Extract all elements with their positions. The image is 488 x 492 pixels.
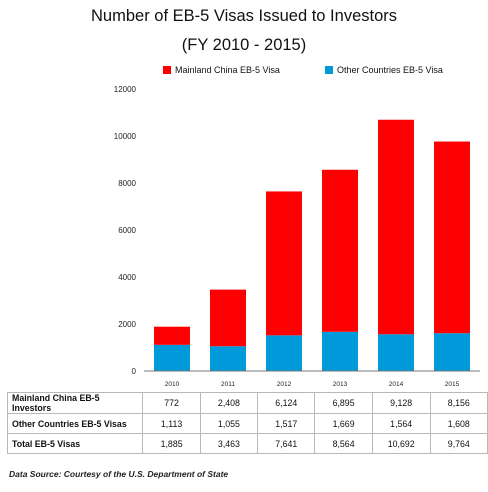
- bar-chart: 0 2000 4000 6000 8000 10000 12000 2010 2011 2012 2…: [114, 85, 480, 388]
- bar-mainland-china: [154, 326, 190, 345]
- bar-other-countries: [434, 333, 470, 371]
- table-cell: 2,408: [199, 392, 259, 414]
- x-tick-label: 2011: [221, 381, 235, 388]
- y-tick-label: 2000: [118, 320, 136, 329]
- legend-swatch-china: [163, 66, 171, 74]
- data-table: Mainland China EB-5 Investors 772 2,408 6,1…: [6, 392, 488, 454]
- table-cell: 9,128: [371, 392, 431, 414]
- y-tick-label: 4000: [118, 273, 136, 282]
- chart-title: Number of EB-5 Visas Issued to Investors: [91, 7, 397, 25]
- x-tick-label: 2014: [389, 381, 404, 388]
- y-tick-label: 0: [132, 367, 137, 376]
- table-cell: 9,764: [429, 433, 488, 454]
- y-tick-label: 8000: [118, 179, 136, 188]
- table-row-label: Other Countries EB-5 Visas: [6, 413, 144, 434]
- table-cell: 3,463: [199, 433, 259, 454]
- table-cell: 1,113: [142, 413, 201, 434]
- bar-mainland-china: [266, 191, 302, 336]
- legend-swatch-other: [325, 66, 333, 74]
- legend-label-china: Mainland China EB-5 Visa: [175, 65, 280, 75]
- bar-mainland-china: [322, 169, 358, 332]
- table-cell: 6,124: [257, 392, 316, 414]
- table-row: Total EB-5 Visas 1,885 3,463 7,641 8,564 10,6…: [6, 433, 488, 454]
- y-tick-label: 12000: [114, 85, 137, 94]
- table-row-label: Mainland China EB-5 Investors: [6, 392, 144, 414]
- bar-mainland-china: [210, 289, 246, 347]
- table-cell: 8,564: [314, 433, 373, 454]
- bar-mainland-china: [434, 141, 470, 334]
- x-tick-label: 2013: [333, 381, 348, 388]
- table-cell: 1,608: [429, 413, 488, 434]
- table-cell: 6,895: [314, 392, 373, 414]
- y-tick-label: 6000: [118, 226, 136, 235]
- table-cell: 1,669: [314, 413, 373, 434]
- table-cell: 772: [142, 392, 201, 414]
- table-row-label: Total EB-5 Visas: [6, 433, 144, 454]
- bar-other-countries: [154, 344, 190, 371]
- x-tick-label: 2012: [277, 381, 292, 388]
- legend-label-other: Other Countries EB-5 Visa: [337, 65, 443, 75]
- chart-subtitle: (FY 2010 - 2015): [181, 36, 307, 54]
- bar-other-countries: [378, 334, 414, 371]
- data-source-note: Data Source: Courtesy of the U.S. Depart…: [9, 469, 229, 479]
- bar-other-countries: [266, 335, 302, 371]
- table-cell: 10,692: [371, 433, 431, 454]
- table-cell: 1,564: [371, 413, 431, 434]
- bar-other-countries: [322, 331, 358, 371]
- table-cell: 1,055: [199, 413, 259, 434]
- table-cell: 7,641: [257, 433, 316, 454]
- legend-item-china: Mainland China EB-5 Visa: [163, 65, 280, 75]
- table-row: Other Countries EB-5 Visas 1,113 1,055 1,51…: [6, 413, 488, 434]
- table-cell: 1,885: [142, 433, 201, 454]
- x-tick-label: 2010: [165, 381, 180, 388]
- x-tick-label: 2015: [445, 381, 460, 388]
- y-tick-label: 10000: [114, 132, 137, 141]
- bar-other-countries: [210, 346, 246, 371]
- legend-item-other: Other Countries EB-5 Visa: [325, 65, 443, 75]
- table-row: Mainland China EB-5 Investors 772 2,408 6,1…: [6, 392, 488, 414]
- table-cell: 1,517: [257, 413, 316, 434]
- table-cell: 8,156: [429, 392, 488, 414]
- bar-mainland-china: [378, 119, 414, 335]
